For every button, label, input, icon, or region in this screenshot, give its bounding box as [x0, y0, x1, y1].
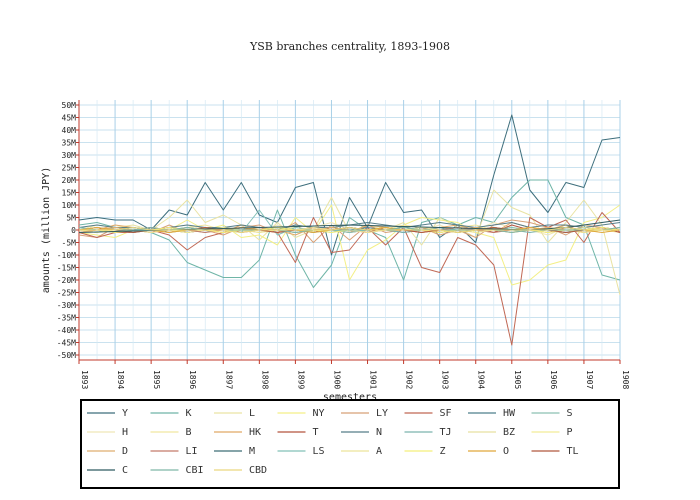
legend-label: D — [122, 446, 128, 457]
y-tick-label: -20M — [57, 276, 76, 285]
y-tick-labels: 50M 45M 40M 35M 30M 25M 20M 15M 10M 5M 0 -5M -10M -15… — [57, 101, 76, 360]
series-line-cbd — [79, 227, 620, 233]
x-tick-label: 1895 — [152, 370, 161, 389]
legend-label: P — [567, 427, 573, 438]
legend-label: M — [249, 446, 255, 457]
legend-label: LS — [313, 446, 325, 457]
x-tick-label: 1903 — [441, 370, 450, 389]
legend-label: TL — [567, 446, 579, 457]
grid — [78, 100, 621, 360]
y-tick-label: 30M — [62, 151, 77, 160]
x-tick-label: 1896 — [188, 370, 197, 389]
legend-label: HW — [503, 408, 516, 419]
x-tick-labels: 1893 1894 1895 1896 1897 1898 1899 1900 1901 1902… — [80, 370, 630, 389]
x-tick-label: 1898 — [260, 370, 269, 389]
y-tick-label: 35M — [62, 139, 77, 148]
x-tick-label: 1902 — [405, 370, 414, 389]
legend-label: O — [503, 446, 509, 457]
y-tick-label: 15M — [62, 189, 77, 198]
y-tick-label: -10M — [57, 251, 76, 260]
series-line-y — [78, 114, 621, 256]
legend-label: C — [122, 465, 128, 476]
x-tick-label: 1894 — [116, 370, 125, 389]
legend-label: A — [376, 446, 382, 457]
y-tick-label: 10M — [62, 201, 77, 210]
x-tick-label: 1908 — [621, 370, 630, 389]
x-tick-label: 1904 — [477, 370, 486, 389]
y-tick-label: -30M — [57, 301, 76, 310]
y-tick-label: -50M — [57, 351, 76, 360]
legend-label: HK — [249, 427, 261, 438]
y-tick-label: -25M — [57, 289, 76, 298]
y-tick-label: 45M — [62, 114, 77, 123]
legend: Y K L NY LY SF HW S H B HK T N TJ BZ P D LI M LS A Z O TL C CBI CB… — [87, 408, 579, 476]
y-tick-label: -45M — [57, 339, 76, 348]
series-line-ly — [78, 219, 621, 243]
series-lines — [78, 114, 621, 346]
x-tick-label: 1897 — [224, 370, 233, 389]
y-tick-label: 20M — [62, 176, 77, 185]
x-tick-label: 1900 — [332, 370, 341, 389]
y-tick-label: -35M — [57, 314, 76, 323]
legend-label: NY — [313, 408, 325, 419]
x-tick-label: 1901 — [369, 370, 378, 389]
legend-box — [80, 399, 620, 489]
series-line-sf — [78, 212, 621, 346]
chart-title: YSB branches centrality, 1893-1908 — [249, 40, 450, 53]
legend-label: Y — [122, 408, 128, 419]
x-tick-label: 1906 — [549, 370, 558, 389]
legend-label: BZ — [503, 427, 515, 438]
legend-label: SF — [440, 408, 452, 419]
legend-label: T — [313, 427, 319, 438]
x-tick-label: 1905 — [513, 370, 522, 389]
legend-label: LI — [186, 446, 198, 457]
legend-label: K — [186, 408, 192, 419]
x-axis-label: semesters — [323, 392, 377, 403]
legend-label: S — [567, 408, 573, 419]
legend-label: CBD — [249, 465, 267, 476]
legend-label: LY — [376, 408, 388, 419]
y-tick-label: -40M — [57, 326, 76, 335]
legend-label: B — [186, 427, 192, 438]
y-tick-label: 50M — [62, 101, 77, 110]
series-line-k — [78, 179, 621, 288]
x-tick-label: 1893 — [80, 370, 89, 389]
y-tick-label: 40M — [62, 126, 77, 135]
legend-label: TJ — [440, 427, 452, 438]
x-tick-label: 1907 — [585, 370, 594, 389]
legend-label: L — [249, 408, 255, 419]
legend-label: N — [376, 427, 382, 438]
y-tick-label: 25M — [62, 164, 77, 173]
legend-label: H — [122, 427, 128, 438]
legend-label: CBI — [186, 465, 204, 476]
y-tick-label: -15M — [57, 264, 76, 273]
x-tick-label: 1899 — [296, 370, 305, 389]
y-axis-label: amounts (million JPY) — [41, 167, 52, 293]
y-tick-label: -5M — [62, 239, 77, 248]
y-tick-label: 0 — [71, 226, 76, 235]
y-tick-label: 5M — [66, 214, 76, 223]
legend-label: Z — [440, 446, 446, 457]
